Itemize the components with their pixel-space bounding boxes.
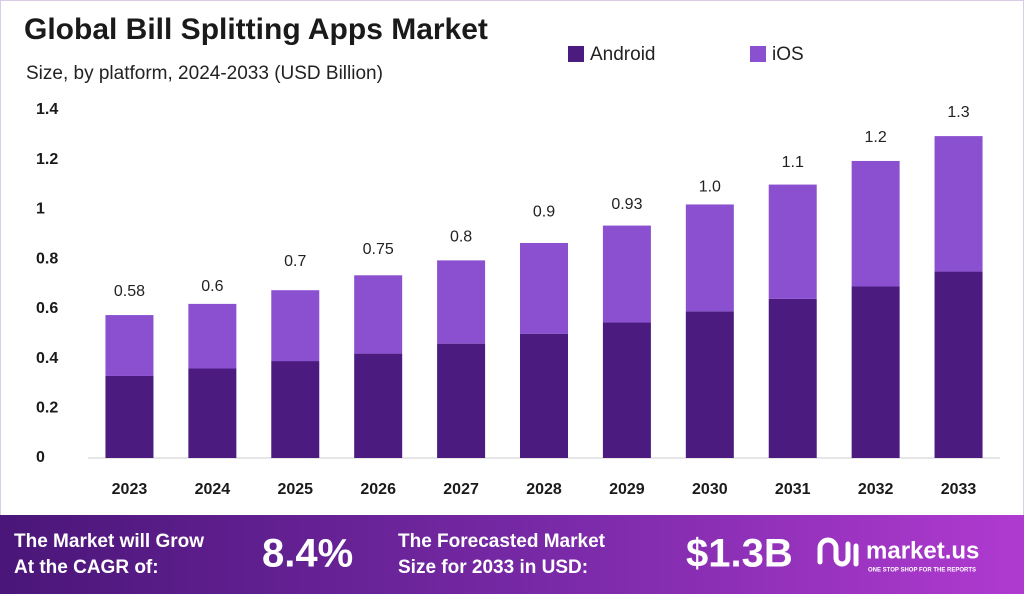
y-tick-label: 0.2: [36, 400, 58, 417]
x-tick-label: 2032: [858, 481, 894, 498]
bar-segment: [188, 368, 237, 458]
total-label: 0.9: [533, 204, 555, 221]
x-tick-label: 2028: [526, 481, 562, 498]
bar-segment: [685, 204, 734, 312]
bar-segment: [520, 242, 568, 334]
total-label: 0.6: [201, 278, 223, 295]
x-tick-label: 2024: [195, 481, 231, 498]
brand-name: market.us: [866, 537, 979, 564]
bar-segment: [602, 225, 651, 323]
bar-segment: [934, 271, 983, 458]
brand-tagline: ONE STOP SHOP FOR THE REPORTS: [868, 568, 976, 574]
forecast-text: The Forecasted Market: [398, 531, 606, 552]
bar-segment: [105, 375, 154, 458]
y-tick-label: 1.2: [36, 151, 58, 168]
footer-banner: [0, 515, 1024, 594]
total-label: 0.93: [611, 196, 642, 213]
brand-logo: [817, 537, 859, 567]
bar-segment: [768, 298, 817, 458]
forecast-value: $1.3B: [686, 532, 793, 576]
total-label: 0.75: [363, 241, 394, 258]
total-label: 1.2: [865, 129, 887, 146]
cagr-text: At the CAGR of:: [14, 557, 159, 578]
y-tick-label: 0.8: [36, 250, 58, 267]
y-tick-label: 1.4: [36, 101, 58, 118]
cagr-text: The Market will Grow: [14, 531, 204, 552]
legend-label: Android: [590, 44, 656, 65]
bar-segment: [520, 333, 568, 458]
chart-title: Global Bill Splitting Apps Market: [24, 13, 488, 46]
total-label: 1.1: [782, 154, 804, 171]
bar-segment: [188, 303, 237, 369]
x-tick-label: 2023: [112, 481, 148, 498]
total-label: 0.8: [450, 228, 472, 245]
total-label: 0.7: [284, 253, 306, 270]
bar-segment: [354, 275, 403, 354]
y-tick-label: 0.6: [36, 300, 58, 317]
y-tick-label: 0: [36, 449, 45, 466]
bar-segment: [271, 361, 320, 458]
total-label: 1.0: [699, 179, 721, 196]
legend-label: iOS: [772, 44, 804, 65]
bar-segment: [354, 353, 403, 458]
forecast-text: Size for 2033 in USD:: [398, 557, 588, 578]
cagr-value: 8.4%: [262, 532, 353, 576]
x-tick-label: 2031: [775, 481, 811, 498]
total-label: 1.3: [947, 104, 969, 121]
bar-segment: [851, 286, 900, 458]
bar-segment: [437, 343, 486, 458]
legend-swatch: [568, 46, 584, 62]
legend-swatch: [750, 46, 766, 62]
x-tick-label: 2026: [360, 481, 396, 498]
x-tick-label: 2027: [443, 481, 479, 498]
bar-segment: [851, 160, 900, 287]
x-tick-label: 2030: [692, 481, 728, 498]
chart-subtitle: Size, by platform, 2024-2033 (USD Billio…: [26, 63, 383, 84]
bar-segment: [105, 315, 154, 376]
bar-segment: [602, 322, 651, 458]
y-tick-label: 1: [36, 201, 45, 218]
bar-segment: [685, 311, 734, 458]
y-tick-label: 0.4: [36, 350, 58, 367]
bar-segment: [768, 184, 817, 299]
x-tick-label: 2029: [609, 481, 645, 498]
x-tick-label: 2025: [277, 481, 313, 498]
bar-segment: [934, 136, 983, 272]
bar-segment: [437, 260, 486, 344]
bar-segment: [271, 290, 320, 362]
x-tick-label: 2033: [941, 481, 977, 498]
total-label: 0.58: [114, 283, 145, 300]
